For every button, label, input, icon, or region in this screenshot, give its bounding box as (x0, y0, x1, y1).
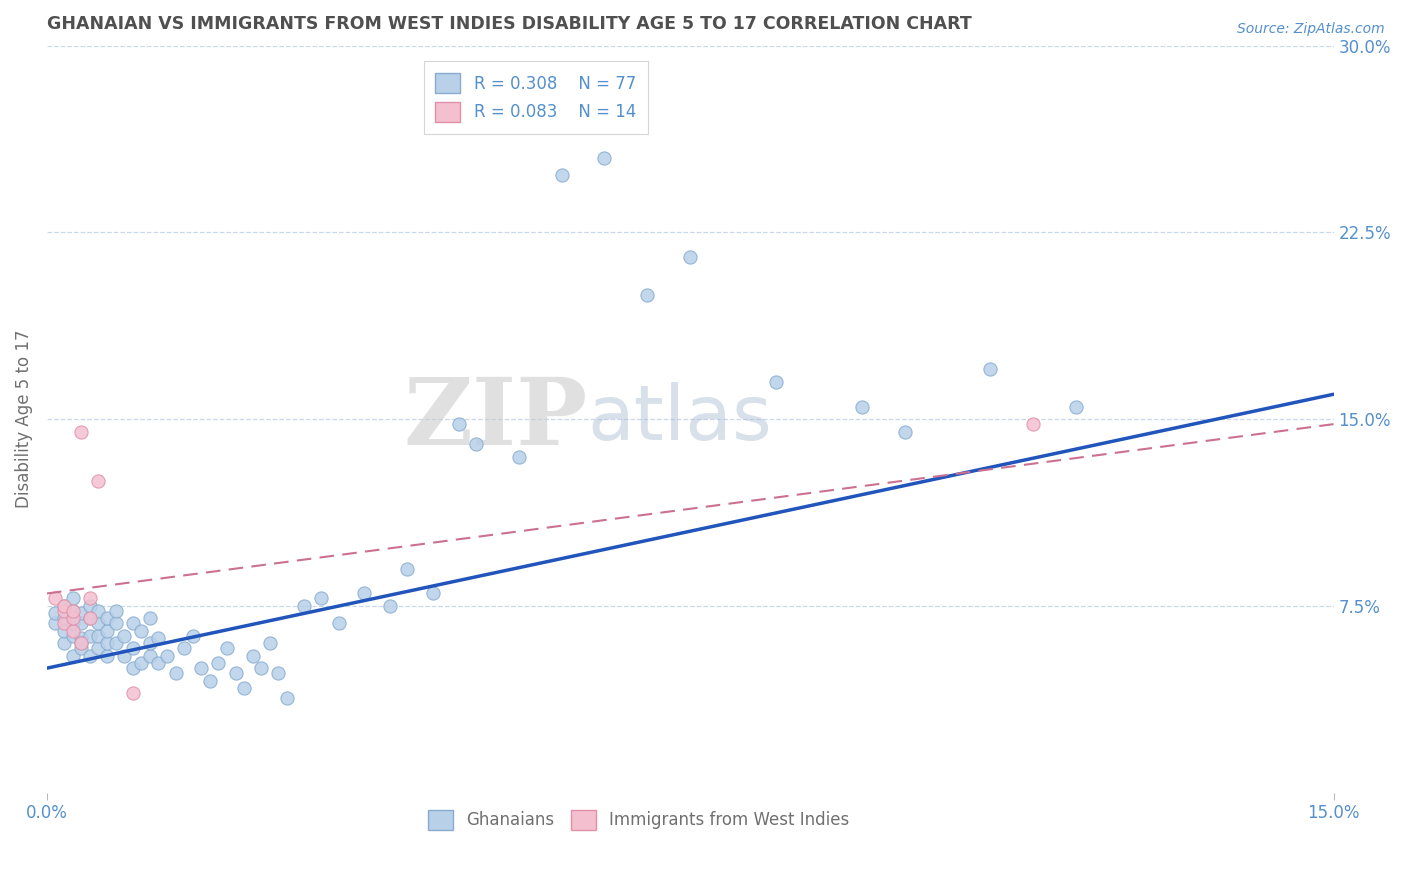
Point (550, 168, 572, 182)
Point (70, 636, 93, 650)
Point (259, 636, 281, 650)
Point (62, 611, 84, 625)
Point (198, 673, 221, 688)
Point (181, 629, 204, 643)
Point (70, 636, 93, 650)
Point (70, 425, 93, 439)
Point (173, 641, 195, 656)
Point (53, 599, 76, 613)
Point (765, 375, 787, 389)
Point (851, 400, 873, 414)
Point (62, 604, 84, 618)
Point (121, 641, 143, 656)
Point (44, 616, 66, 631)
Point (139, 611, 162, 625)
Point (96, 611, 118, 625)
Point (121, 661, 143, 675)
Text: atlas: atlas (588, 382, 772, 456)
Point (679, 250, 702, 264)
Point (447, 417, 470, 431)
Point (190, 661, 212, 675)
Point (1022, 417, 1045, 431)
Point (87, 604, 110, 618)
Point (96, 624, 118, 638)
Point (79, 599, 101, 613)
Point (328, 616, 350, 631)
Point (139, 648, 162, 663)
Point (242, 648, 264, 663)
Point (148, 632, 170, 646)
Point (62, 591, 84, 606)
Point (79, 611, 101, 625)
Point (464, 437, 486, 451)
Point (53, 636, 76, 650)
Point (267, 666, 290, 681)
Point (104, 636, 127, 650)
Point (62, 629, 84, 643)
Point (87, 641, 110, 656)
Point (96, 648, 118, 663)
Point (70, 641, 93, 656)
Point (276, 691, 298, 706)
Point (62, 616, 84, 631)
Point (129, 624, 152, 638)
Point (148, 656, 170, 670)
Point (121, 616, 143, 631)
Point (70, 632, 93, 646)
Point (112, 629, 135, 643)
Text: GHANAIAN VS IMMIGRANTS FROM WEST INDIES DISABILITY AGE 5 TO 17 CORRELATION CHART: GHANAIAN VS IMMIGRANTS FROM WEST INDIES … (46, 15, 972, 33)
Point (1064, 400, 1087, 414)
Point (62, 604, 84, 618)
Point (593, 151, 616, 165)
Legend: Ghanaians, Immigrants from West Indies: Ghanaians, Immigrants from West Indies (422, 803, 856, 837)
Point (104, 604, 127, 618)
Point (87, 629, 110, 643)
Point (396, 561, 419, 575)
Text: Source: ZipAtlas.com: Source: ZipAtlas.com (1237, 22, 1385, 37)
Point (636, 287, 658, 301)
Point (353, 586, 375, 600)
Point (104, 616, 127, 631)
Point (62, 648, 84, 663)
Point (156, 648, 179, 663)
Point (87, 616, 110, 631)
Point (250, 661, 273, 675)
Text: ZIP: ZIP (404, 374, 588, 464)
Point (121, 686, 143, 700)
Point (96, 636, 118, 650)
Point (292, 599, 315, 613)
Point (165, 666, 187, 681)
Point (129, 656, 152, 670)
Point (139, 636, 162, 650)
Point (53, 599, 76, 613)
Point (53, 611, 76, 625)
Point (53, 604, 76, 618)
Point (225, 666, 247, 681)
Point (79, 629, 101, 643)
Point (422, 586, 444, 600)
Point (53, 624, 76, 638)
Point (311, 591, 333, 606)
Point (893, 425, 915, 439)
Y-axis label: Disability Age 5 to 17: Disability Age 5 to 17 (15, 330, 32, 508)
Point (79, 591, 101, 606)
Point (112, 648, 135, 663)
Point (70, 616, 93, 631)
Point (44, 607, 66, 621)
Point (53, 616, 76, 631)
Point (215, 641, 238, 656)
Point (79, 611, 101, 625)
Point (87, 475, 110, 489)
Point (508, 450, 530, 464)
Point (62, 624, 84, 638)
Point (979, 362, 1001, 376)
Point (378, 599, 401, 613)
Point (207, 656, 229, 670)
Point (70, 607, 93, 621)
Point (79, 648, 101, 663)
Point (44, 591, 66, 606)
Point (233, 681, 256, 695)
